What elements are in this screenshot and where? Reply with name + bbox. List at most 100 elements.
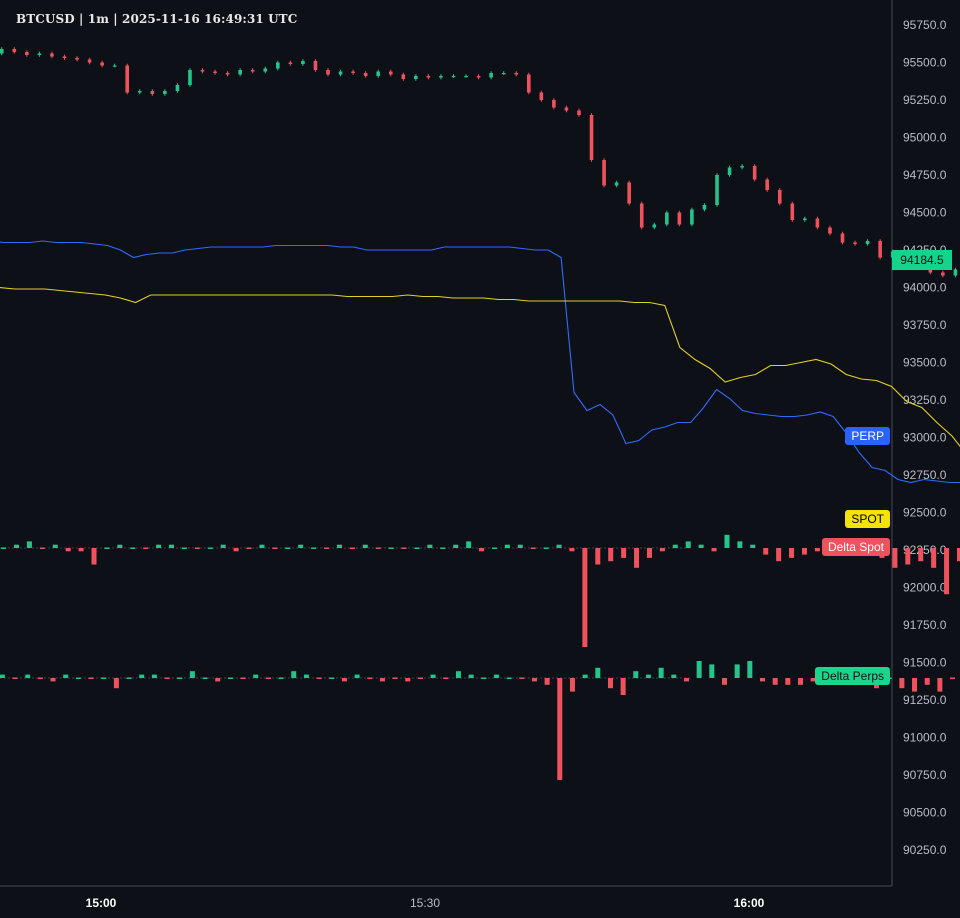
delta-spot-bar xyxy=(272,547,278,549)
candle-body xyxy=(238,70,242,75)
candle-body xyxy=(727,167,732,175)
delta-perps-bar xyxy=(899,678,905,689)
delta-spot-bar xyxy=(569,548,575,552)
y-tick-label: 95500.0 xyxy=(903,56,947,70)
delta-spot-bar xyxy=(143,547,149,549)
delta-perps-bar xyxy=(253,674,259,678)
candle-body xyxy=(665,212,669,225)
delta-spot-bar xyxy=(724,534,730,548)
y-tick-label: 91750.0 xyxy=(903,618,947,632)
x-tick-label: 15:00 xyxy=(86,896,117,910)
delta-spot-bar xyxy=(104,547,110,549)
delta-perps-bar xyxy=(506,677,512,679)
candle-body xyxy=(552,100,556,108)
delta-perps-bar xyxy=(531,678,537,682)
candle-body xyxy=(815,218,820,228)
candle-body xyxy=(677,212,682,225)
delta-spot-bar xyxy=(543,547,549,549)
delta-perps-bar xyxy=(50,678,56,682)
delta-spot-bar xyxy=(530,547,536,549)
y-tick-label: 92000.0 xyxy=(903,581,947,595)
delta-spot-bar xyxy=(582,548,588,647)
delta-spot-bar xyxy=(646,548,652,558)
delta-perps-bar xyxy=(734,664,740,678)
delta-perps-bar xyxy=(569,678,575,692)
delta-perps-bar xyxy=(747,661,753,678)
candle-body xyxy=(803,218,807,220)
delta-perps-bar xyxy=(671,674,677,678)
candle-body xyxy=(338,71,343,75)
delta-perps-bar xyxy=(468,674,474,678)
delta-perps-bar xyxy=(912,678,918,692)
delta-perps-bar xyxy=(37,677,43,679)
delta-spot-bar xyxy=(763,548,769,555)
delta-spot-bar xyxy=(711,548,717,552)
delta-perps-bar xyxy=(75,677,81,679)
delta-spot-bar xyxy=(556,544,562,548)
y-tick-label: 90250.0 xyxy=(903,843,947,857)
delta-perps-bar xyxy=(329,677,335,679)
candle-body xyxy=(878,241,882,258)
delta-spot-bar xyxy=(685,541,691,548)
delta-perps-bar xyxy=(291,671,297,678)
y-tick-label: 94750.0 xyxy=(903,168,947,182)
candle-body xyxy=(414,76,418,79)
y-tick-label: 95750.0 xyxy=(903,18,947,32)
delta-spot-bar xyxy=(156,544,162,548)
candle-body xyxy=(376,71,380,76)
candle-body xyxy=(75,58,79,60)
delta-spot-bar xyxy=(517,544,523,548)
delta-perps-bar xyxy=(595,667,601,678)
delta-perps-bar xyxy=(772,678,778,685)
delta-spot-bar xyxy=(246,547,252,549)
delta-spot-bar xyxy=(608,548,614,562)
chart-title: BTCUSD | 1m | 2025-11-16 16:49:31 UTC xyxy=(16,12,298,26)
y-tick-label: 91250.0 xyxy=(903,693,947,707)
candle-body xyxy=(589,115,594,160)
delta-spot-bar xyxy=(956,548,960,562)
y-tick-label: 92750.0 xyxy=(903,468,947,482)
delta-perps-bar xyxy=(316,677,322,679)
candle-body xyxy=(163,91,167,94)
delta-spot-bar xyxy=(801,548,807,555)
delta-spot-bar xyxy=(91,548,97,565)
candle-body xyxy=(200,70,205,72)
delta-perps-bar xyxy=(443,677,449,679)
delta-perps-bar xyxy=(481,677,487,679)
delta-spot-bar xyxy=(298,544,304,548)
candle-body xyxy=(564,107,569,111)
delta-perps-bar xyxy=(760,678,765,682)
delta-perps-bar xyxy=(265,677,271,679)
delta-spot-bar xyxy=(491,547,497,549)
delta-spot-bar xyxy=(440,547,446,549)
delta-spot-bar xyxy=(905,548,911,565)
candle-body xyxy=(137,91,142,93)
delta-perps-bar xyxy=(544,678,550,685)
delta-spot-bar xyxy=(814,548,820,552)
delta-spot-bar xyxy=(324,547,330,549)
delta-perps-bar xyxy=(240,677,246,679)
delta-perps-bar xyxy=(151,674,157,678)
delta-perps-bar xyxy=(607,678,613,689)
candle-body xyxy=(652,224,657,228)
delta-perps-bar xyxy=(924,678,930,685)
delta-perps-bar xyxy=(557,678,563,780)
y-tick-label: 95000.0 xyxy=(903,131,947,145)
perp-line xyxy=(0,240,960,484)
delta-perps-bar xyxy=(582,674,588,678)
delta-spot-bar xyxy=(349,547,355,549)
candle-body xyxy=(715,175,719,205)
delta-spot-bar xyxy=(595,548,601,565)
delta-spot-bar xyxy=(401,547,407,549)
candle-body xyxy=(363,73,368,76)
candle-body xyxy=(313,61,318,70)
candle-body xyxy=(539,92,544,100)
delta-perps-bar xyxy=(215,678,221,682)
delta-perps-bar xyxy=(430,674,436,678)
candle-body xyxy=(777,190,782,204)
candle-body xyxy=(501,73,506,75)
delta-perps-bar xyxy=(189,671,195,678)
candle-body xyxy=(865,241,870,244)
delta-spot-bar xyxy=(181,547,187,549)
